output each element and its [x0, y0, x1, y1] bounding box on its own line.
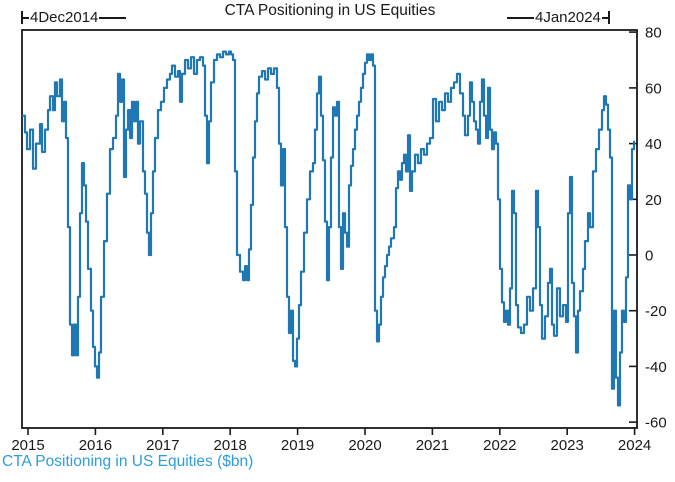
y-tick-label: -40 [645, 359, 667, 376]
x-tick-label: 2018 [214, 437, 247, 454]
chart-caption: CTA Positioning in US Equities ($bn) [2, 453, 254, 470]
x-tick-label: 2023 [551, 437, 584, 454]
range-end-tick-icon [607, 11, 610, 24]
y-tick-label: 20 [645, 192, 662, 209]
x-tick-label: 2024 [618, 437, 651, 454]
y-tick-label: -60 [645, 415, 667, 432]
y-tick-label: 40 [645, 136, 662, 153]
start-date-label: 4Dec2014 [30, 9, 99, 26]
x-tick-label: 2017 [146, 437, 179, 454]
y-tick-label: 0 [645, 248, 653, 265]
x-tick-label: 2015 [11, 437, 44, 454]
chart-title: CTA Positioning in US Equities [224, 2, 436, 19]
y-tick-label: 60 [645, 80, 662, 97]
end-date-label: 4Jan2024 [535, 9, 601, 26]
y-tick-label: -20 [645, 303, 667, 320]
y-tick-label: 80 [645, 25, 662, 42]
plot-frame [21, 29, 638, 429]
x-tick-label: 2021 [416, 437, 449, 454]
end-date-range-annotation: 4Jan2024 [507, 9, 610, 26]
x-tick-label: 2016 [79, 437, 112, 454]
x-tick-label: 2020 [348, 437, 381, 454]
x-tick-label: 2022 [483, 437, 516, 454]
range-line [601, 16, 608, 19]
range-start-tick-icon [21, 11, 23, 24]
cta-series-line [22, 50, 636, 407]
range-line [507, 16, 534, 19]
range-line [23, 16, 29, 19]
x-tick-label: 2019 [281, 437, 314, 454]
range-line [99, 16, 127, 19]
start-date-range-annotation: 4Dec2014 [21, 9, 127, 26]
